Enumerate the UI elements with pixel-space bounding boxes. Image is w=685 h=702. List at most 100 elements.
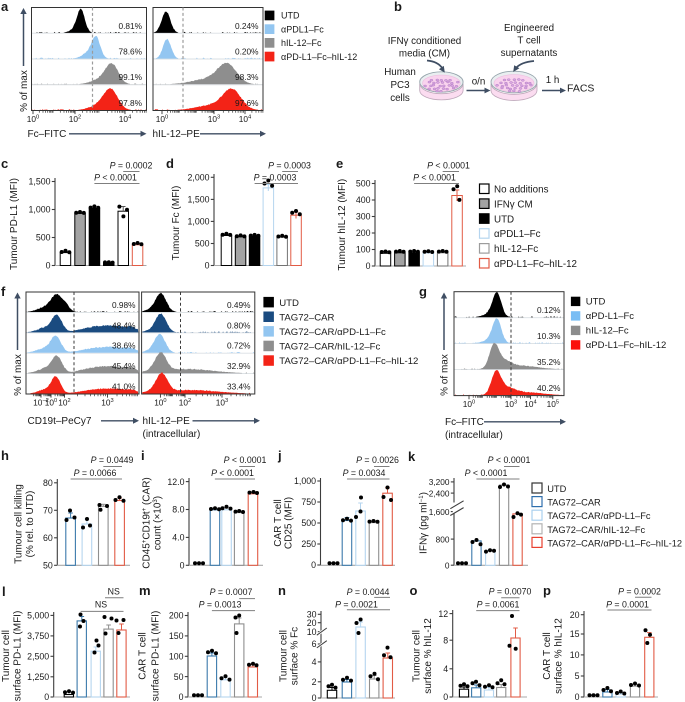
svg-text:80: 80 xyxy=(43,478,53,488)
svg-text:5,000: 5,000 xyxy=(27,611,49,621)
svg-text:hIL-12–Fc: hIL-12–Fc xyxy=(494,244,538,255)
svg-text:Tumour cell killing: Tumour cell killing xyxy=(14,484,25,564)
svg-text:P < 0.0001: P < 0.0001 xyxy=(211,468,254,478)
svg-text:No additions: No additions xyxy=(494,185,549,196)
svg-text:8: 8 xyxy=(443,635,448,645)
svg-text:0: 0 xyxy=(445,560,450,570)
svg-text:Tumour Fc (MFI): Tumour Fc (MFI) xyxy=(171,186,182,261)
svg-text:P = 0.0044: P = 0.0044 xyxy=(347,587,390,597)
svg-text:30: 30 xyxy=(307,610,317,620)
svg-text:P = 0.0449: P = 0.0449 xyxy=(91,455,134,465)
svg-text:P < 0.0001: P < 0.0001 xyxy=(488,455,531,465)
svg-text:15: 15 xyxy=(570,629,580,639)
svg-text:P = 0.0003: P = 0.0003 xyxy=(268,161,311,171)
svg-text:35.2%: 35.2% xyxy=(537,357,561,367)
svg-text:97.6%: 97.6% xyxy=(235,98,259,108)
svg-text:4: 4 xyxy=(312,657,317,667)
svg-text:500: 500 xyxy=(36,233,51,243)
svg-text:Tumour cell: Tumour cell xyxy=(411,630,422,682)
svg-text:surface % hIL-12: surface % hIL-12 xyxy=(554,618,565,694)
svg-text:10: 10 xyxy=(570,650,580,660)
svg-text:98.3%: 98.3% xyxy=(235,72,259,82)
svg-text:d: d xyxy=(166,156,174,171)
svg-text:300: 300 xyxy=(356,212,371,222)
svg-text:1,000: 1,000 xyxy=(294,476,316,486)
svg-text:hIL-12–PE: hIL-12–PE xyxy=(143,416,191,427)
svg-text:Tumour PD-L1 (MFI): Tumour PD-L1 (MFI) xyxy=(9,178,20,270)
svg-text:104: 104 xyxy=(119,114,132,124)
svg-text:surface PD-L1 (MFI): surface PD-L1 (MFI) xyxy=(150,611,161,702)
svg-text:103: 103 xyxy=(101,398,113,408)
svg-text:P = 0.0003: P = 0.0003 xyxy=(254,173,297,183)
svg-text:1 h: 1 h xyxy=(546,75,560,86)
svg-text:0.49%: 0.49% xyxy=(227,300,251,310)
svg-text:IFNγ conditioned: IFNγ conditioned xyxy=(388,36,462,47)
svg-text:78.6%: 78.6% xyxy=(118,47,142,57)
svg-text:f: f xyxy=(1,284,6,299)
svg-text:100: 100 xyxy=(463,399,475,409)
svg-text:12.0: 12.0 xyxy=(167,477,184,487)
svg-text:Tumour cell: Tumour cell xyxy=(279,630,290,682)
svg-text:b: b xyxy=(394,0,402,14)
svg-text:surface PD-L1 (MFI): surface PD-L1 (MFI) xyxy=(13,611,24,702)
svg-text:TAG72–CAR/hIL-12–Fc: TAG72–CAR/hIL-12–Fc xyxy=(279,342,380,353)
svg-text:1,600: 1,600 xyxy=(429,507,450,517)
svg-text:m: m xyxy=(139,583,151,598)
svg-text:αPDL1–Fc: αPDL1–Fc xyxy=(281,24,324,34)
svg-text:P < 0.0001: P < 0.0001 xyxy=(224,455,267,465)
svg-text:P = 0.0021: P = 0.0021 xyxy=(335,600,378,610)
svg-text:P = 0.0066: P = 0.0066 xyxy=(74,468,117,478)
svg-text:(intracellular): (intracellular) xyxy=(445,430,503,441)
svg-text:Tumour cell: Tumour cell xyxy=(1,630,12,682)
svg-text:P = 0.0013: P = 0.0013 xyxy=(199,600,242,610)
svg-text:70: 70 xyxy=(43,506,53,516)
svg-text:100: 100 xyxy=(154,398,166,408)
svg-text:400: 400 xyxy=(356,195,371,205)
svg-text:104: 104 xyxy=(524,399,536,409)
svg-text:2: 2 xyxy=(312,677,317,687)
svg-text:1,500: 1,500 xyxy=(28,177,50,187)
svg-text:p: p xyxy=(543,583,551,598)
svg-text:200: 200 xyxy=(169,611,184,621)
svg-text:media (CM): media (CM) xyxy=(399,49,450,60)
svg-text:TAG72–CAR/αPD-L1–Fc–hIL-12: TAG72–CAR/αPD-L1–Fc–hIL-12 xyxy=(547,538,682,548)
svg-text:P < 0.0001: P < 0.0001 xyxy=(413,173,456,183)
svg-text:0: 0 xyxy=(44,692,49,702)
svg-text:o/n: o/n xyxy=(472,77,486,88)
svg-text:1,500: 1,500 xyxy=(187,195,209,205)
svg-text:104: 104 xyxy=(239,114,252,124)
svg-text:102: 102 xyxy=(69,114,81,124)
svg-text:800: 800 xyxy=(436,534,450,544)
svg-text:Fc–FITC: Fc–FITC xyxy=(445,417,484,428)
svg-text:150: 150 xyxy=(169,631,184,641)
svg-text:TAG72–CAR/αPD-L1–Fc: TAG72–CAR/αPD-L1–Fc xyxy=(279,327,386,338)
svg-text:P = 0.0001: P = 0.0001 xyxy=(606,600,649,610)
svg-text:103: 103 xyxy=(208,114,220,124)
svg-text:surface % Fc: surface % Fc xyxy=(290,627,301,685)
svg-text:% of max: % of max xyxy=(440,354,451,396)
svg-text:33.4%: 33.4% xyxy=(227,382,251,392)
svg-text:supernatants: supernatants xyxy=(501,48,558,59)
svg-text:20: 20 xyxy=(307,618,317,628)
svg-text:100: 100 xyxy=(156,114,168,124)
svg-text:100: 100 xyxy=(356,245,371,255)
svg-text:% of max: % of max xyxy=(19,70,30,112)
svg-text:CD45+CD19t+ (CAR): CD45+CD19t+ (CAR) xyxy=(142,477,153,569)
svg-text:103: 103 xyxy=(505,399,517,409)
svg-text:FACS: FACS xyxy=(567,83,594,95)
svg-text:0.98%: 0.98% xyxy=(112,300,136,310)
svg-text:0: 0 xyxy=(311,560,316,570)
svg-text:P = 0.0007: P = 0.0007 xyxy=(210,587,253,597)
svg-text:P = 0.0061: P = 0.0061 xyxy=(477,600,520,610)
svg-text:P = 0.0026: P = 0.0026 xyxy=(356,455,399,465)
svg-text:TAG72–CAR/αPD-L1–Fc–hIL-12: TAG72–CAR/αPD-L1–Fc–hIL-12 xyxy=(279,356,418,367)
svg-text:99.1%: 99.1% xyxy=(118,72,142,82)
svg-text:P = 0.0034: P = 0.0034 xyxy=(343,468,386,478)
svg-text:h: h xyxy=(1,448,9,463)
svg-text:UTD: UTD xyxy=(279,298,299,309)
svg-text:IFNγ (pg ml−1): IFNγ (pg ml−1) xyxy=(419,492,430,554)
svg-text:0: 0 xyxy=(312,693,317,702)
svg-text:IFNγ CM: IFNγ CM xyxy=(494,199,533,210)
svg-text:0.81%: 0.81% xyxy=(118,21,142,31)
svg-text:Human: Human xyxy=(384,67,416,78)
